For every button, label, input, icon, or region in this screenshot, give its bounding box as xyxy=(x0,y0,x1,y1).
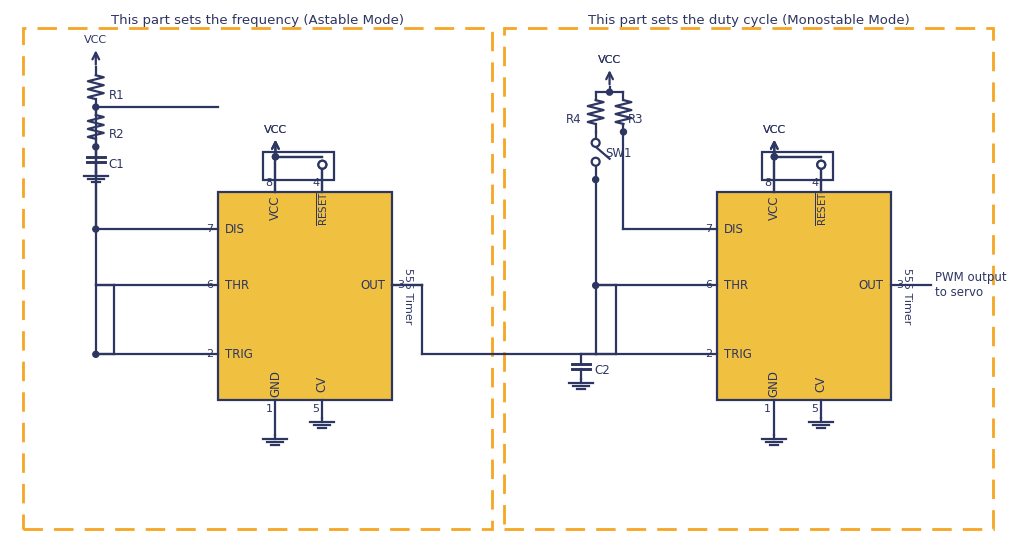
Text: 5: 5 xyxy=(811,404,818,414)
Text: THR: THR xyxy=(724,279,748,292)
Text: VCC: VCC xyxy=(598,56,622,66)
Text: SW1: SW1 xyxy=(605,147,632,160)
Text: VCC: VCC xyxy=(84,36,108,46)
Text: 4: 4 xyxy=(312,177,319,187)
Text: TRIG: TRIG xyxy=(724,348,752,361)
Text: OUT: OUT xyxy=(859,279,884,292)
Bar xyxy=(504,28,993,529)
Text: VCC: VCC xyxy=(598,56,622,66)
Text: DIS: DIS xyxy=(225,222,245,236)
Bar xyxy=(24,28,493,529)
Bar xyxy=(717,192,891,400)
Circle shape xyxy=(592,139,600,147)
Text: R2: R2 xyxy=(109,128,124,141)
Text: PWM output
to servo: PWM output to servo xyxy=(935,271,1007,300)
Text: VCC: VCC xyxy=(269,196,282,221)
Circle shape xyxy=(592,158,600,166)
Text: 555 Timer: 555 Timer xyxy=(902,267,911,324)
Text: OUT: OUT xyxy=(360,279,385,292)
Text: 3: 3 xyxy=(896,280,903,290)
Text: R1: R1 xyxy=(109,88,124,102)
Text: GND: GND xyxy=(768,370,780,397)
Circle shape xyxy=(621,129,627,135)
Text: 8: 8 xyxy=(764,177,771,187)
Circle shape xyxy=(93,351,98,358)
Text: 7: 7 xyxy=(705,224,712,234)
Text: 2: 2 xyxy=(705,349,712,359)
Text: CV: CV xyxy=(815,375,827,391)
Circle shape xyxy=(272,154,279,160)
Text: DIS: DIS xyxy=(724,222,743,236)
Text: 5: 5 xyxy=(312,404,319,414)
Text: 7: 7 xyxy=(206,224,213,234)
Text: This part sets the duty cycle (Monostable Mode): This part sets the duty cycle (Monostabl… xyxy=(588,14,909,27)
Text: $\overline{\mathregular{RESET}}$: $\overline{\mathregular{RESET}}$ xyxy=(814,191,828,226)
Bar xyxy=(762,152,834,180)
Text: 6: 6 xyxy=(705,280,712,290)
Text: VCC: VCC xyxy=(264,125,287,135)
Text: 4: 4 xyxy=(811,177,818,187)
Text: 1: 1 xyxy=(764,404,771,414)
Bar xyxy=(263,152,334,180)
Text: R4: R4 xyxy=(566,113,582,127)
Text: 3: 3 xyxy=(397,280,403,290)
Circle shape xyxy=(93,104,98,110)
Text: C2: C2 xyxy=(595,364,610,377)
Text: 555 Timer: 555 Timer xyxy=(402,267,413,324)
Circle shape xyxy=(817,161,825,168)
Text: GND: GND xyxy=(269,370,282,397)
Circle shape xyxy=(593,177,599,182)
Text: 8: 8 xyxy=(265,177,272,187)
Text: TRIG: TRIG xyxy=(225,348,253,361)
Text: VCC: VCC xyxy=(264,125,287,135)
Circle shape xyxy=(771,154,777,160)
Circle shape xyxy=(272,154,279,160)
Circle shape xyxy=(93,226,98,232)
Circle shape xyxy=(606,89,612,95)
Circle shape xyxy=(93,144,98,150)
Text: R3: R3 xyxy=(628,113,643,127)
Text: CV: CV xyxy=(315,375,329,391)
Text: THR: THR xyxy=(225,279,249,292)
Text: 1: 1 xyxy=(265,404,272,414)
Bar xyxy=(218,192,392,400)
Text: 6: 6 xyxy=(206,280,213,290)
Circle shape xyxy=(318,161,327,168)
Text: C1: C1 xyxy=(109,158,125,171)
Circle shape xyxy=(771,154,777,160)
Circle shape xyxy=(593,282,599,289)
Text: 2: 2 xyxy=(206,349,213,359)
Text: VCC: VCC xyxy=(763,125,785,135)
Circle shape xyxy=(817,161,825,168)
Text: $\overline{\mathregular{RESET}}$: $\overline{\mathregular{RESET}}$ xyxy=(315,191,330,226)
Text: VCC: VCC xyxy=(763,125,785,135)
Circle shape xyxy=(318,161,327,168)
Text: This part sets the frequency (Astable Mode): This part sets the frequency (Astable Mo… xyxy=(112,14,404,27)
Text: VCC: VCC xyxy=(768,196,780,221)
